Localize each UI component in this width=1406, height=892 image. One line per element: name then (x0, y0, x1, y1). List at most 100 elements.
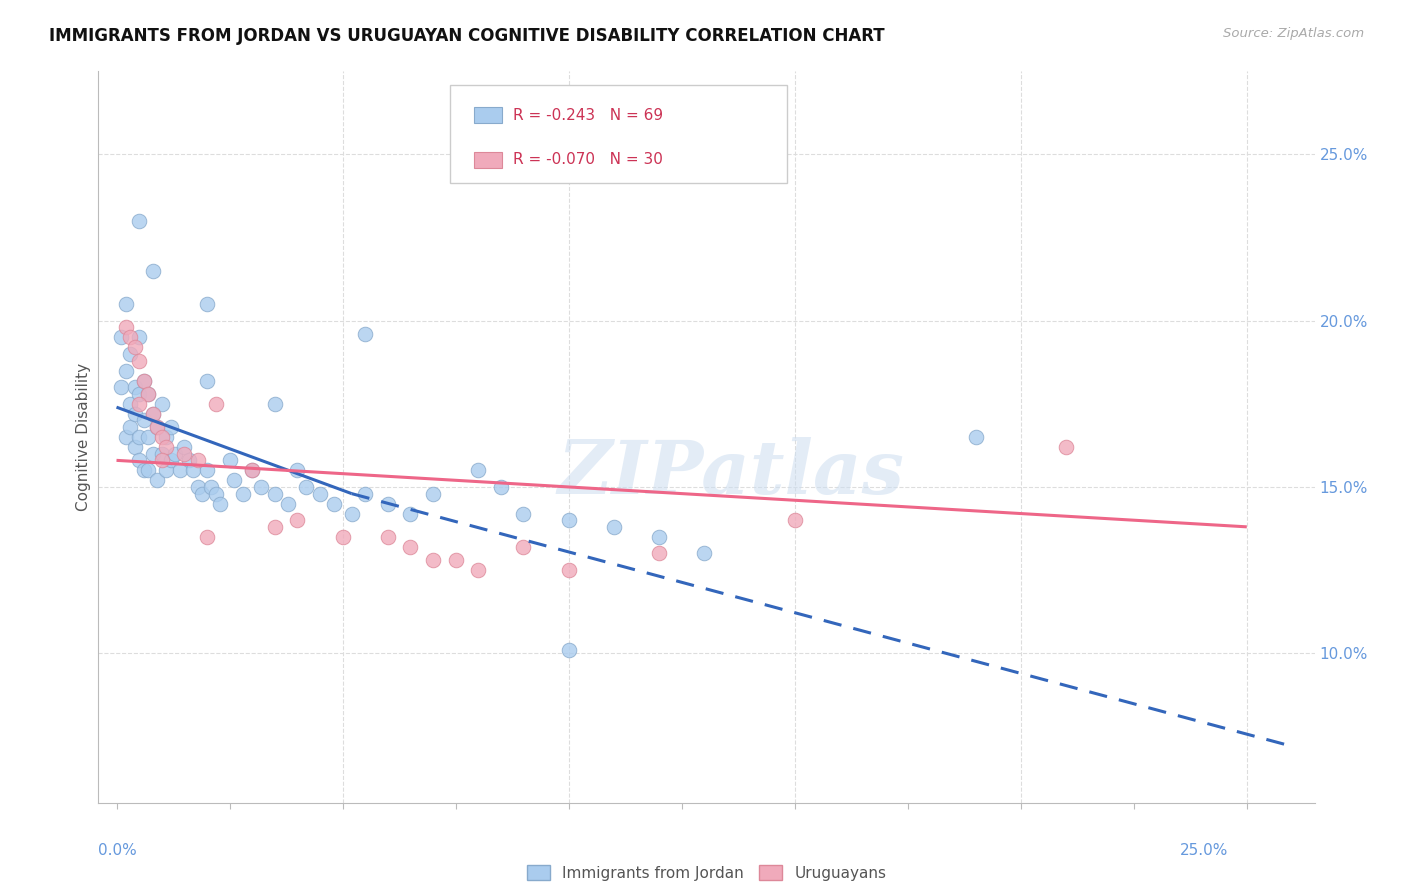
Point (128, 397, 150, 411)
Point (512, 507, 534, 521)
Point (173, 440, 195, 454)
Point (557, 513, 579, 527)
Text: R = -0.243   N = 69: R = -0.243 N = 69 (513, 108, 664, 122)
Point (165, 447, 187, 461)
Point (114, 297, 136, 311)
Point (128, 453, 150, 467)
Point (142, 407, 165, 421)
Point (218, 453, 240, 467)
Point (150, 447, 173, 461)
Point (124, 340, 146, 354)
Point (128, 330, 150, 344)
Text: 0.0%: 0.0% (98, 843, 138, 858)
Point (187, 453, 209, 467)
Point (159, 453, 181, 467)
Point (120, 347, 142, 361)
Point (354, 486, 377, 500)
Point (195, 297, 218, 311)
Point (132, 374, 155, 388)
Point (142, 447, 165, 461)
Point (340, 507, 363, 521)
Point (173, 447, 195, 461)
Text: 25.0%: 25.0% (1180, 843, 1229, 858)
Point (169, 463, 191, 477)
Point (444, 553, 467, 567)
Point (155, 463, 177, 477)
Point (250, 480, 273, 494)
Point (1054, 440, 1077, 454)
Point (124, 407, 146, 421)
Point (146, 420, 169, 434)
Point (332, 530, 354, 544)
Point (136, 387, 159, 401)
Point (489, 480, 512, 494)
Point (114, 430, 136, 444)
Point (128, 214, 150, 228)
Point (205, 397, 228, 411)
Point (195, 530, 218, 544)
Point (377, 497, 399, 511)
Point (200, 480, 222, 494)
Point (603, 520, 626, 534)
Point (467, 563, 489, 577)
Point (263, 520, 285, 534)
Point (124, 440, 146, 454)
Point (422, 486, 444, 500)
Point (128, 353, 150, 368)
Point (128, 430, 150, 444)
Point (557, 563, 579, 577)
Point (648, 546, 671, 560)
Point (142, 407, 165, 421)
Point (120, 397, 142, 411)
Point (263, 486, 285, 500)
Point (295, 480, 318, 494)
Point (146, 420, 169, 434)
Point (222, 473, 245, 487)
Point (205, 486, 228, 500)
Point (183, 463, 205, 477)
Point (232, 486, 254, 500)
Point (120, 420, 142, 434)
Point (354, 326, 377, 341)
Point (187, 480, 209, 494)
Point (783, 513, 806, 527)
Point (150, 453, 173, 467)
Point (136, 463, 159, 477)
Point (209, 497, 232, 511)
Point (114, 320, 136, 334)
Point (195, 374, 218, 388)
Point (124, 380, 146, 394)
Y-axis label: Cognitive Disability: Cognitive Disability (76, 363, 91, 511)
Point (195, 463, 218, 477)
Point (128, 387, 150, 401)
Point (132, 374, 155, 388)
Text: Source: ZipAtlas.com: Source: ZipAtlas.com (1223, 27, 1364, 40)
Point (110, 330, 132, 344)
Point (965, 430, 987, 444)
Point (146, 473, 169, 487)
Point (110, 380, 132, 394)
Text: ZIPatlas: ZIPatlas (557, 437, 904, 510)
Point (693, 546, 716, 560)
Point (285, 463, 308, 477)
Point (240, 463, 263, 477)
Point (377, 530, 399, 544)
Point (155, 440, 177, 454)
Point (467, 463, 489, 477)
Point (142, 264, 165, 278)
Point (159, 420, 181, 434)
Point (150, 397, 173, 411)
Point (263, 397, 285, 411)
Legend: Immigrants from Jordan, Uruguayans: Immigrants from Jordan, Uruguayans (520, 859, 893, 887)
Text: IMMIGRANTS FROM JORDAN VS URUGUAYAN COGNITIVE DISABILITY CORRELATION CHART: IMMIGRANTS FROM JORDAN VS URUGUAYAN COGN… (49, 27, 884, 45)
Point (114, 363, 136, 377)
Point (177, 453, 200, 467)
Point (136, 387, 159, 401)
Point (277, 497, 299, 511)
Point (136, 430, 159, 444)
Text: R = -0.070   N = 30: R = -0.070 N = 30 (513, 153, 664, 167)
Point (191, 486, 214, 500)
Point (648, 530, 671, 544)
Point (399, 540, 422, 554)
Point (512, 540, 534, 554)
